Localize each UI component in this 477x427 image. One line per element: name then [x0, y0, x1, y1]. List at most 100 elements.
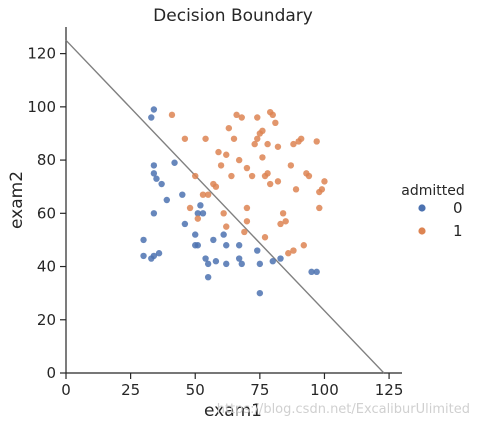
data-point-admitted-1 [266, 180, 274, 188]
legend-items: 01 [418, 199, 463, 240]
data-points [140, 106, 328, 297]
x-axis-label: exam1 [204, 401, 262, 421]
data-point-admitted-1 [204, 191, 212, 198]
data-point-admitted-1 [186, 204, 194, 212]
data-point-admitted-1 [259, 127, 266, 134]
boundary-line [65, 39, 385, 374]
data-point-admitted-0 [148, 114, 155, 121]
data-point-admitted-1 [254, 135, 261, 142]
data-point-admitted-0 [192, 231, 199, 238]
data-point-admitted-0 [256, 260, 264, 268]
data-point-admitted-1 [264, 140, 271, 148]
legend-label-0: 0 [453, 199, 463, 217]
data-point-admitted-0 [150, 162, 158, 169]
data-point-admitted-1 [298, 135, 305, 142]
data-point-admitted-0 [212, 258, 220, 265]
data-point-admitted-0 [204, 260, 212, 268]
data-point-admitted-1 [305, 172, 313, 180]
legend-title: admitted [401, 183, 464, 199]
data-point-admitted-0 [171, 159, 178, 166]
data-point-admitted-0 [238, 260, 245, 268]
y-tick-label: 60 [37, 204, 56, 222]
data-point-admitted-1 [233, 111, 240, 119]
data-point-admitted-1 [259, 154, 266, 161]
y-tick-label: 120 [27, 45, 56, 63]
data-point-admitted-1 [223, 223, 230, 230]
data-point-admitted-1 [238, 114, 245, 121]
data-point-admitted-1 [279, 210, 287, 217]
x-tick-label: 0 [61, 381, 71, 399]
chart-title: Decision Boundary [153, 6, 313, 26]
data-point-admitted-0 [197, 202, 204, 209]
data-point-admitted-0 [150, 210, 158, 217]
data-point-admitted-1 [220, 210, 227, 217]
data-point-admitted-1 [321, 178, 328, 185]
data-point-admitted-1 [254, 114, 261, 121]
x-tick-label: 50 [186, 381, 205, 399]
data-point-admitted-0 [150, 170, 158, 177]
data-point-admitted-0 [308, 268, 315, 276]
data-point-admitted-1 [243, 164, 251, 172]
data-point-admitted-0 [254, 247, 261, 254]
data-point-admitted-1 [194, 215, 202, 222]
data-point-admitted-0 [150, 252, 158, 260]
watermark: https://blog.csdn.net/ExcaliburUlimited [217, 402, 470, 417]
data-point-admitted-1 [199, 191, 207, 198]
data-point-admitted-0 [235, 255, 243, 262]
data-point-admitted-0 [181, 220, 189, 228]
y-tick-label: 20 [37, 311, 56, 329]
data-point-admitted-1 [168, 111, 176, 119]
data-point-admitted-1 [230, 135, 238, 142]
data-point-admitted-1 [202, 135, 209, 142]
data-point-admitted-1 [316, 204, 323, 212]
y-tick-label: 80 [37, 151, 56, 169]
data-point-admitted-1 [292, 186, 300, 193]
data-point-admitted-1 [287, 162, 295, 169]
data-point-admitted-1 [212, 183, 220, 190]
data-point-admitted-1 [192, 172, 199, 180]
data-point-admitted-1 [282, 218, 289, 225]
y-tick-label: 40 [37, 258, 56, 276]
data-point-admitted-0 [163, 196, 170, 204]
data-point-admitted-0 [194, 242, 202, 249]
data-point-admitted-1 [225, 124, 233, 132]
data-point-admitted-1 [223, 151, 230, 158]
legend-marker-1 [418, 227, 426, 235]
data-point-admitted-1 [251, 140, 258, 148]
data-point-admitted-1 [272, 119, 279, 127]
data-point-admitted-1 [274, 143, 282, 150]
legend: admitted 01 [401, 183, 464, 240]
data-point-admitted-1 [228, 172, 235, 180]
x-tick-label: 75 [250, 381, 269, 399]
data-point-admitted-1 [241, 228, 248, 236]
data-point-admitted-1 [217, 162, 225, 169]
decision-boundary [65, 39, 385, 374]
data-point-admitted-1 [181, 135, 189, 142]
data-point-admitted-1 [264, 170, 271, 177]
data-point-admitted-0 [220, 231, 227, 238]
data-point-admitted-0 [140, 236, 147, 244]
data-point-admitted-0 [223, 242, 230, 249]
data-point-admitted-1 [290, 247, 297, 254]
data-point-admitted-0 [199, 210, 207, 217]
data-point-admitted-1 [285, 250, 292, 257]
y-tick-label: 100 [27, 98, 56, 116]
plot-area: 0 25 50 75 100 125 0 20 40 60 80 100 120 [27, 27, 403, 399]
data-point-admitted-0 [153, 175, 160, 182]
data-point-admitted-0 [155, 250, 163, 257]
data-point-admitted-1 [269, 111, 276, 119]
data-point-admitted-1 [313, 138, 320, 145]
data-point-admitted-1 [215, 148, 222, 156]
data-point-admitted-0 [204, 273, 212, 281]
y-ticks: 0 20 40 60 80 100 120 [27, 45, 66, 382]
data-point-admitted-0 [235, 242, 243, 249]
data-point-admitted-1 [300, 242, 307, 249]
data-point-admitted-0 [269, 258, 276, 265]
data-point-admitted-0 [277, 255, 284, 262]
y-tick-label: 0 [46, 364, 56, 382]
data-point-admitted-1 [261, 234, 269, 241]
x-ticks: 0 25 50 75 100 125 [61, 373, 403, 399]
x-tick-label: 100 [310, 381, 339, 399]
legend-marker-0 [418, 204, 426, 212]
